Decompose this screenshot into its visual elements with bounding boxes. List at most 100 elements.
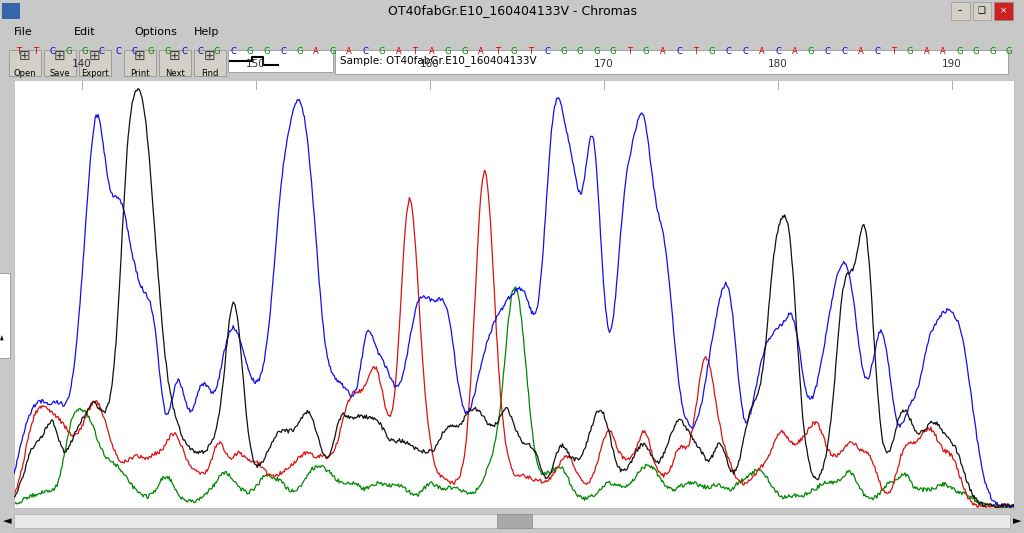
Text: A: A (346, 47, 352, 56)
Text: Print: Print (130, 69, 150, 77)
Text: C: C (115, 47, 121, 56)
Text: Find: Find (202, 69, 219, 77)
Text: G: G (577, 47, 584, 56)
Text: G: G (560, 47, 566, 56)
Text: C: C (49, 47, 55, 56)
Text: A: A (940, 47, 946, 56)
Text: G: G (147, 47, 155, 56)
Text: Options: Options (134, 27, 177, 37)
Text: Edit: Edit (74, 27, 95, 37)
Text: C: C (742, 47, 748, 56)
Text: C: C (98, 47, 104, 56)
Text: ×: × (997, 6, 1010, 15)
Text: T: T (16, 47, 22, 56)
Text: T: T (627, 47, 632, 56)
Text: A: A (659, 47, 666, 56)
Text: A: A (759, 47, 764, 56)
Text: G: G (593, 47, 600, 56)
Text: A: A (792, 47, 798, 56)
Text: T: T (495, 47, 500, 56)
Text: ◄: ◄ (3, 516, 11, 526)
Text: 190: 190 (942, 59, 962, 69)
Bar (124, 50, 156, 76)
Text: G: G (444, 47, 452, 56)
Text: G: G (263, 47, 269, 56)
Text: 150: 150 (246, 59, 266, 69)
Text: C: C (230, 47, 237, 56)
Text: G: G (296, 47, 303, 56)
Text: G: G (511, 47, 517, 56)
Text: 140: 140 (72, 59, 92, 69)
Text: Open: Open (13, 69, 36, 77)
Text: G: G (709, 47, 715, 56)
Text: A: A (478, 47, 484, 56)
Text: C: C (280, 47, 286, 56)
Text: G: G (808, 47, 814, 56)
Text: ►: ► (1013, 516, 1021, 526)
Text: Next: Next (165, 69, 185, 77)
Text: A: A (924, 47, 930, 56)
Bar (335, 50, 1008, 74)
Text: C: C (841, 47, 847, 56)
Text: ⊞: ⊞ (54, 49, 66, 63)
Text: C: C (131, 47, 137, 56)
Text: 170: 170 (594, 59, 613, 69)
Text: Export: Export (81, 69, 109, 77)
Text: A: A (858, 47, 863, 56)
Text: G: G (906, 47, 913, 56)
Text: ⊞: ⊞ (19, 49, 31, 63)
Text: G: G (609, 47, 616, 56)
Text: G: G (989, 47, 995, 56)
Text: C: C (824, 47, 830, 56)
Bar (14, 514, 1010, 528)
Text: G: G (1006, 47, 1013, 56)
Text: T: T (528, 47, 534, 56)
Text: A: A (395, 47, 401, 56)
Bar (228, 50, 333, 72)
Text: C: C (544, 47, 550, 56)
Text: –: – (955, 6, 966, 15)
Text: G: G (330, 47, 336, 56)
Text: 180: 180 (768, 59, 787, 69)
Text: T: T (33, 47, 38, 56)
Bar (0, 272, 10, 358)
Text: T: T (693, 47, 698, 56)
Text: T: T (413, 47, 418, 56)
Bar (994, 2, 1013, 20)
Text: C: C (198, 47, 204, 56)
Text: G: G (973, 47, 979, 56)
Text: C: C (362, 47, 369, 56)
Text: G: G (164, 47, 171, 56)
Text: G: G (82, 47, 88, 56)
Text: C: C (726, 47, 731, 56)
Text: ❑: ❑ (975, 6, 989, 15)
Bar (951, 2, 970, 20)
Bar (497, 514, 532, 528)
Text: Help: Help (194, 27, 219, 37)
Text: G: G (66, 47, 72, 56)
Text: C: C (181, 47, 187, 56)
Bar (9, 50, 41, 76)
Bar (2, 3, 20, 19)
Text: 160: 160 (420, 59, 440, 69)
Text: ◄: ◄ (0, 334, 4, 340)
Text: A: A (429, 47, 434, 56)
Bar (159, 50, 191, 76)
Text: C: C (676, 47, 682, 56)
Bar (194, 50, 226, 76)
Text: A: A (313, 47, 318, 56)
Text: Sample: OT40fabGr.E10_160404133V: Sample: OT40fabGr.E10_160404133V (340, 55, 537, 67)
Text: File: File (14, 27, 33, 37)
Text: ⊞: ⊞ (204, 49, 216, 63)
Text: G: G (247, 47, 253, 56)
Text: G: G (643, 47, 649, 56)
Bar (973, 2, 991, 20)
Bar (44, 50, 76, 76)
Text: C: C (874, 47, 880, 56)
Text: C: C (775, 47, 781, 56)
Text: ⊞: ⊞ (134, 49, 145, 63)
Text: OT40fabGr.E10_160404133V - Chromas: OT40fabGr.E10_160404133V - Chromas (387, 4, 637, 18)
Text: ⊞: ⊞ (89, 49, 100, 63)
Bar (79, 50, 111, 76)
Text: G: G (461, 47, 468, 56)
